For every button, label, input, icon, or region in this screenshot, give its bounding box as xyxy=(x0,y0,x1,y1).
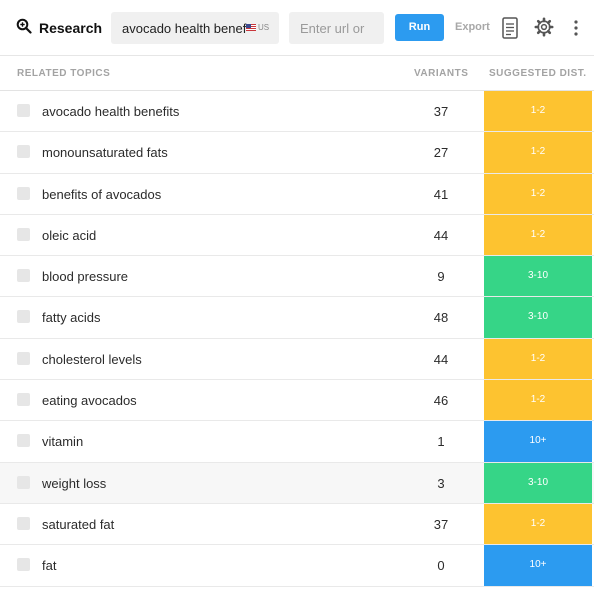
topic-label: oleic acid xyxy=(42,227,97,243)
variants-count: 44 xyxy=(433,351,449,367)
row-checkbox[interactable] xyxy=(17,516,30,530)
table-row[interactable]: benefits of avocados 41 1-2 xyxy=(0,173,594,215)
table-row[interactable]: blood pressure 9 3-10 xyxy=(0,256,594,298)
brand[interactable]: Research xyxy=(16,17,102,39)
row-checkbox[interactable] xyxy=(17,145,30,159)
table-row[interactable]: eating avocados 46 1-2 xyxy=(0,380,594,422)
variants-count: 27 xyxy=(433,145,449,161)
url-input[interactable] xyxy=(289,12,384,44)
table-row[interactable]: cholesterol levels 44 1-2 xyxy=(0,338,594,381)
distance-badge: 3-10 xyxy=(484,256,592,297)
distance-badge: 1-2 xyxy=(484,214,592,256)
topic-label: blood pressure xyxy=(42,269,128,285)
topics-table: avocado health benefits 37 1-2 monounsatura… xyxy=(0,91,594,587)
column-header-topics[interactable]: RELATED TOPICS xyxy=(17,68,111,79)
row-checkbox[interactable] xyxy=(17,186,30,200)
row-checkbox[interactable] xyxy=(17,227,30,241)
variants-count: 9 xyxy=(437,269,445,285)
topic-label: cholesterol levels xyxy=(42,351,142,367)
topic-label: fatty acids xyxy=(42,310,101,326)
row-checkbox[interactable] xyxy=(17,104,30,117)
topic-label: benefits of avocados xyxy=(42,186,162,202)
variants-count: 3 xyxy=(437,475,445,491)
row-checkbox[interactable] xyxy=(17,310,30,324)
run-button[interactable]: Run xyxy=(395,14,444,41)
table-row[interactable]: saturated fat 37 1-2 xyxy=(0,503,594,546)
query-field[interactable]: avocado health benefits US xyxy=(111,12,279,44)
variants-count: 37 xyxy=(433,516,449,532)
row-checkbox[interactable] xyxy=(17,558,30,572)
toolbar: Research avocado health benefits US Run … xyxy=(0,0,594,56)
distance-badge: 1-2 xyxy=(484,380,592,421)
topic-label: avocado health benefits xyxy=(42,104,180,119)
table-row[interactable]: oleic acid 44 1-2 xyxy=(0,214,594,257)
zoom-icon xyxy=(16,18,32,39)
distance-badge: 1-2 xyxy=(484,132,592,173)
document-icon[interactable] xyxy=(500,16,520,40)
distance-badge: 1-2 xyxy=(484,91,592,132)
country-selector[interactable]: US xyxy=(246,23,269,32)
topic-label: vitamin xyxy=(42,434,84,450)
brand-label: Research xyxy=(39,20,103,36)
topic-label: fat xyxy=(42,558,57,574)
us-flag-icon xyxy=(246,24,256,31)
distance-badge: 1-2 xyxy=(484,173,592,214)
row-checkbox[interactable] xyxy=(17,393,30,407)
variants-count: 37 xyxy=(433,104,449,119)
table-row[interactable]: monounsaturated fats 27 1-2 xyxy=(0,132,594,174)
export-button[interactable]: Export xyxy=(455,21,490,33)
table-row[interactable]: fatty acids 48 3-10 xyxy=(0,297,594,339)
distance-badge: 1-2 xyxy=(484,338,592,380)
topic-label: saturated fat xyxy=(42,516,115,532)
header-divider xyxy=(0,90,594,91)
variants-count: 46 xyxy=(433,393,449,409)
country-label: US xyxy=(258,23,270,32)
row-checkbox[interactable] xyxy=(17,269,30,283)
topic-label: monounsaturated fats xyxy=(42,145,168,161)
table-row[interactable]: fat 0 10+ xyxy=(0,545,594,587)
topic-label: weight loss xyxy=(42,475,107,491)
column-header-variants[interactable]: VARIANTS xyxy=(414,68,469,79)
variants-count: 44 xyxy=(433,227,449,243)
distance-badge: 1-2 xyxy=(484,503,592,545)
table-row[interactable]: weight loss 3 3-10 xyxy=(0,462,594,504)
gear-icon[interactable] xyxy=(533,16,555,38)
distance-badge: 10+ xyxy=(484,421,592,462)
distance-badge: 3-10 xyxy=(484,462,592,503)
column-header-dist[interactable]: SUGGESTED DIST. xyxy=(489,68,587,79)
table-row[interactable]: vitamin 1 10+ xyxy=(0,421,594,463)
query-value[interactable]: avocado health benefits xyxy=(122,21,247,36)
row-checkbox[interactable] xyxy=(17,475,30,489)
table-row[interactable]: avocado health benefits 37 1-2 xyxy=(0,91,594,133)
variants-count: 48 xyxy=(433,310,449,326)
distance-badge: 10+ xyxy=(484,545,592,586)
variants-count: 0 xyxy=(437,558,445,574)
variants-count: 1 xyxy=(437,434,445,450)
row-checkbox[interactable] xyxy=(17,351,30,365)
url-field[interactable] xyxy=(289,12,384,44)
topic-label: eating avocados xyxy=(42,393,137,409)
variants-count: 41 xyxy=(433,186,449,202)
more-vertical-icon[interactable] xyxy=(569,18,583,38)
row-checkbox[interactable] xyxy=(17,434,30,448)
distance-badge: 3-10 xyxy=(484,297,592,338)
